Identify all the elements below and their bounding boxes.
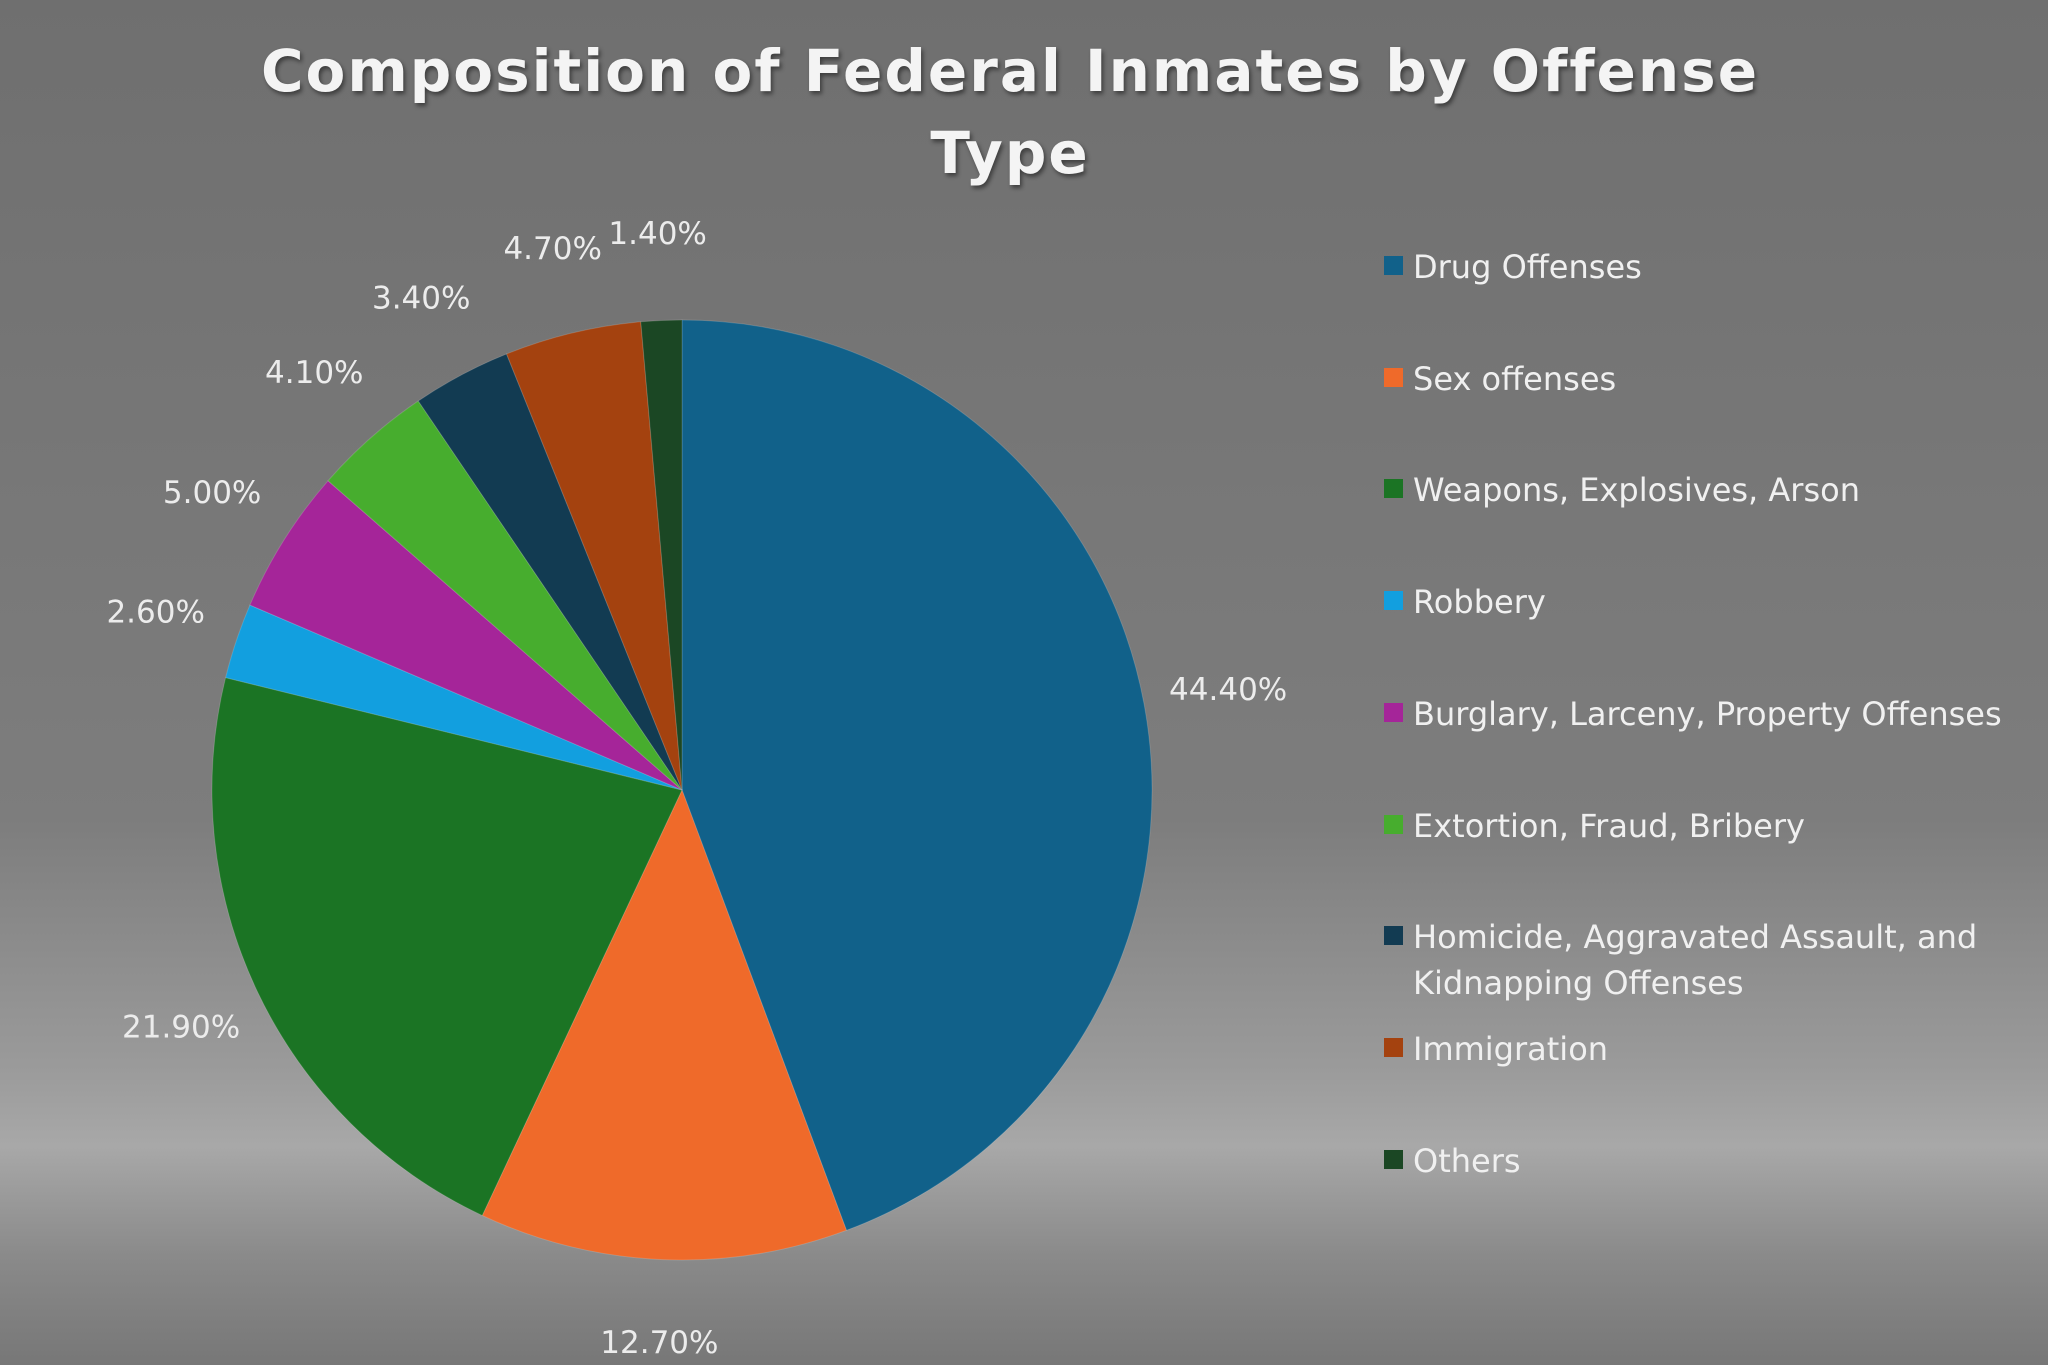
legend-item: Extortion, Fraud, Bribery (1384, 803, 2033, 849)
data-label: 3.40% (372, 281, 470, 317)
legend-swatch (1384, 256, 1403, 275)
legend-swatch (1384, 367, 1403, 387)
data-label: 2.60% (106, 594, 204, 630)
pie-slice (681, 319, 1153, 1231)
data-label: 12.70% (600, 1325, 718, 1361)
legend-label: Others (1413, 1141, 1521, 1180)
legend-swatch (1384, 926, 1403, 946)
legend-item: Others (1384, 1138, 2033, 1184)
pie-slice (211, 677, 683, 1217)
legend-label: Drug Offenses (1413, 248, 1642, 286)
legend-label: Burglary, Larceny, Property Offenses (1413, 694, 2002, 733)
legend-item: Drug Offenses (1384, 244, 2033, 290)
legend-label: Robbery (1413, 583, 1546, 622)
data-label: 44.40% (1169, 672, 1287, 708)
legend-swatch (1384, 591, 1403, 611)
legend-label: Immigration (1413, 1029, 1609, 1068)
legend-swatch (1384, 702, 1403, 722)
legend-swatch (1384, 479, 1403, 499)
data-label: 4.70% (503, 231, 601, 267)
pie-slice (640, 319, 683, 791)
legend-swatch (1384, 1037, 1403, 1057)
legend-item: Immigration (1384, 1026, 2033, 1072)
legend-item: Sex offenses (1384, 356, 2033, 402)
pie-slice (417, 353, 683, 791)
legend-item: Weapons, Explosives, Arson (1384, 467, 2033, 513)
data-label: 1.40% (608, 216, 706, 252)
legend-item: Homicide, Aggravated Assault, and Kidnap… (1384, 914, 2033, 1006)
legend-label: Weapons, Explosives, Arson (1413, 471, 1860, 510)
legend-label: Extortion, Fraud, Bribery (1413, 806, 1805, 845)
pie-slice (505, 321, 683, 791)
pie-slice (225, 604, 683, 791)
pie-slice (249, 480, 683, 791)
legend-label: Homicide, Aggravated Assault, and Kidnap… (1413, 918, 1978, 1003)
data-label: 5.00% (163, 475, 261, 511)
legend-item: Robbery (1384, 579, 2033, 625)
chart-title: Composition of Federal Inmates by Offens… (260, 37, 1760, 187)
data-label: 4.10% (265, 355, 363, 391)
legend-swatch (1384, 1149, 1403, 1169)
legend-item: Burglary, Larceny, Property Offenses (1384, 691, 2033, 737)
pie-slice (481, 788, 848, 1261)
data-label: 21.90% (122, 1010, 240, 1046)
legend-swatch (1384, 814, 1403, 834)
pie-slice (327, 400, 683, 791)
legend-label: Sex offenses (1413, 359, 1617, 398)
